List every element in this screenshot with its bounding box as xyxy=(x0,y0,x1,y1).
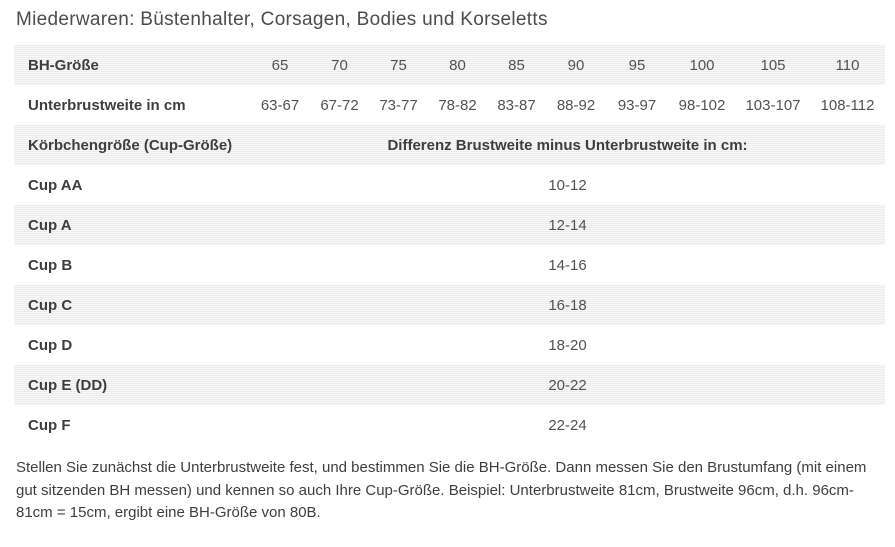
cup-label: Cup E (DD) xyxy=(28,376,108,394)
cup-difference-heading: Differenz Brustweite minus Unterbrustwei… xyxy=(387,136,748,154)
bh-size-value: 105 xyxy=(760,56,786,74)
bh-size-value: 80 xyxy=(449,56,466,74)
cup-label: Cup A xyxy=(28,216,72,234)
underbust-value: 83-87 xyxy=(497,96,536,114)
bh-size-value: 65 xyxy=(271,56,289,74)
cup-range: 10-12 xyxy=(548,176,587,194)
bh-size-label: BH-Größe xyxy=(28,56,99,74)
cup-row-d: Cup D 18-20 xyxy=(14,325,885,365)
cup-row-a: Cup A 12-14 xyxy=(14,205,885,245)
cup-row-c: Cup C 16-18 xyxy=(14,285,885,325)
cup-range: 18-20 xyxy=(548,336,587,354)
cup-range: 12-14 xyxy=(548,216,587,234)
underbust-value: 63-67 xyxy=(260,96,300,114)
cup-range: 22-24 xyxy=(548,416,587,434)
cup-size-label: Körbchengröße (Cup-Größe) xyxy=(28,136,233,154)
underbust-value: 103-107 xyxy=(745,96,801,114)
cup-row-b: Cup B 14-16 xyxy=(14,245,885,285)
bh-size-value: 75 xyxy=(390,56,407,74)
underbust-value: 78-82 xyxy=(438,96,477,114)
cup-range: 20-22 xyxy=(548,376,587,394)
underbust-value: 108-112 xyxy=(820,96,875,114)
bh-size-value: 70 xyxy=(331,56,348,74)
underbust-value: 88-92 xyxy=(556,96,596,114)
bh-size-value: 90 xyxy=(567,56,585,74)
page-title: Miederwaren: Büstenhalter, Corsagen, Bod… xyxy=(16,9,548,30)
cup-label: Cup D xyxy=(28,336,73,354)
cup-row-aa: Cup AA 10-12 xyxy=(14,165,885,205)
bh-size-value: 85 xyxy=(508,56,525,74)
cup-row-f: Cup F 22-24 xyxy=(14,405,885,445)
cup-row-e-dd: Cup E (DD) 20-22 xyxy=(14,365,885,405)
underbust-row: Unterbrustweite in cm 63-67 67-72 73-77 … xyxy=(14,85,885,125)
underbust-label: Unterbrustweite in cm xyxy=(28,96,186,114)
cup-label: Cup AA xyxy=(28,176,83,194)
cup-range: 16-18 xyxy=(548,296,587,314)
cup-range: 14-16 xyxy=(548,256,587,274)
underbust-value: 73-77 xyxy=(379,96,418,114)
underbust-value: 67-72 xyxy=(320,96,359,114)
bh-size-value: 110 xyxy=(835,56,860,74)
bra-size-table: BH-Größe 65 70 75 80 85 90 95 100 105 11… xyxy=(14,45,885,445)
bh-size-row: BH-Größe 65 70 75 80 85 90 95 100 105 11… xyxy=(14,45,885,85)
cup-header-row: Körbchengröße (Cup-Größe) Differenz Brus… xyxy=(14,125,885,165)
underbust-value: 93-97 xyxy=(617,96,657,114)
bh-size-value: 100 xyxy=(689,56,715,74)
cup-label: Cup C xyxy=(28,296,73,314)
bh-size-value: 95 xyxy=(628,56,646,74)
measurement-instructions: Stellen Sie zunächst die Unterbrustweite… xyxy=(16,459,867,521)
cup-label: Cup F xyxy=(28,416,71,434)
underbust-value: 98-102 xyxy=(678,96,726,114)
cup-label: Cup B xyxy=(28,256,73,274)
